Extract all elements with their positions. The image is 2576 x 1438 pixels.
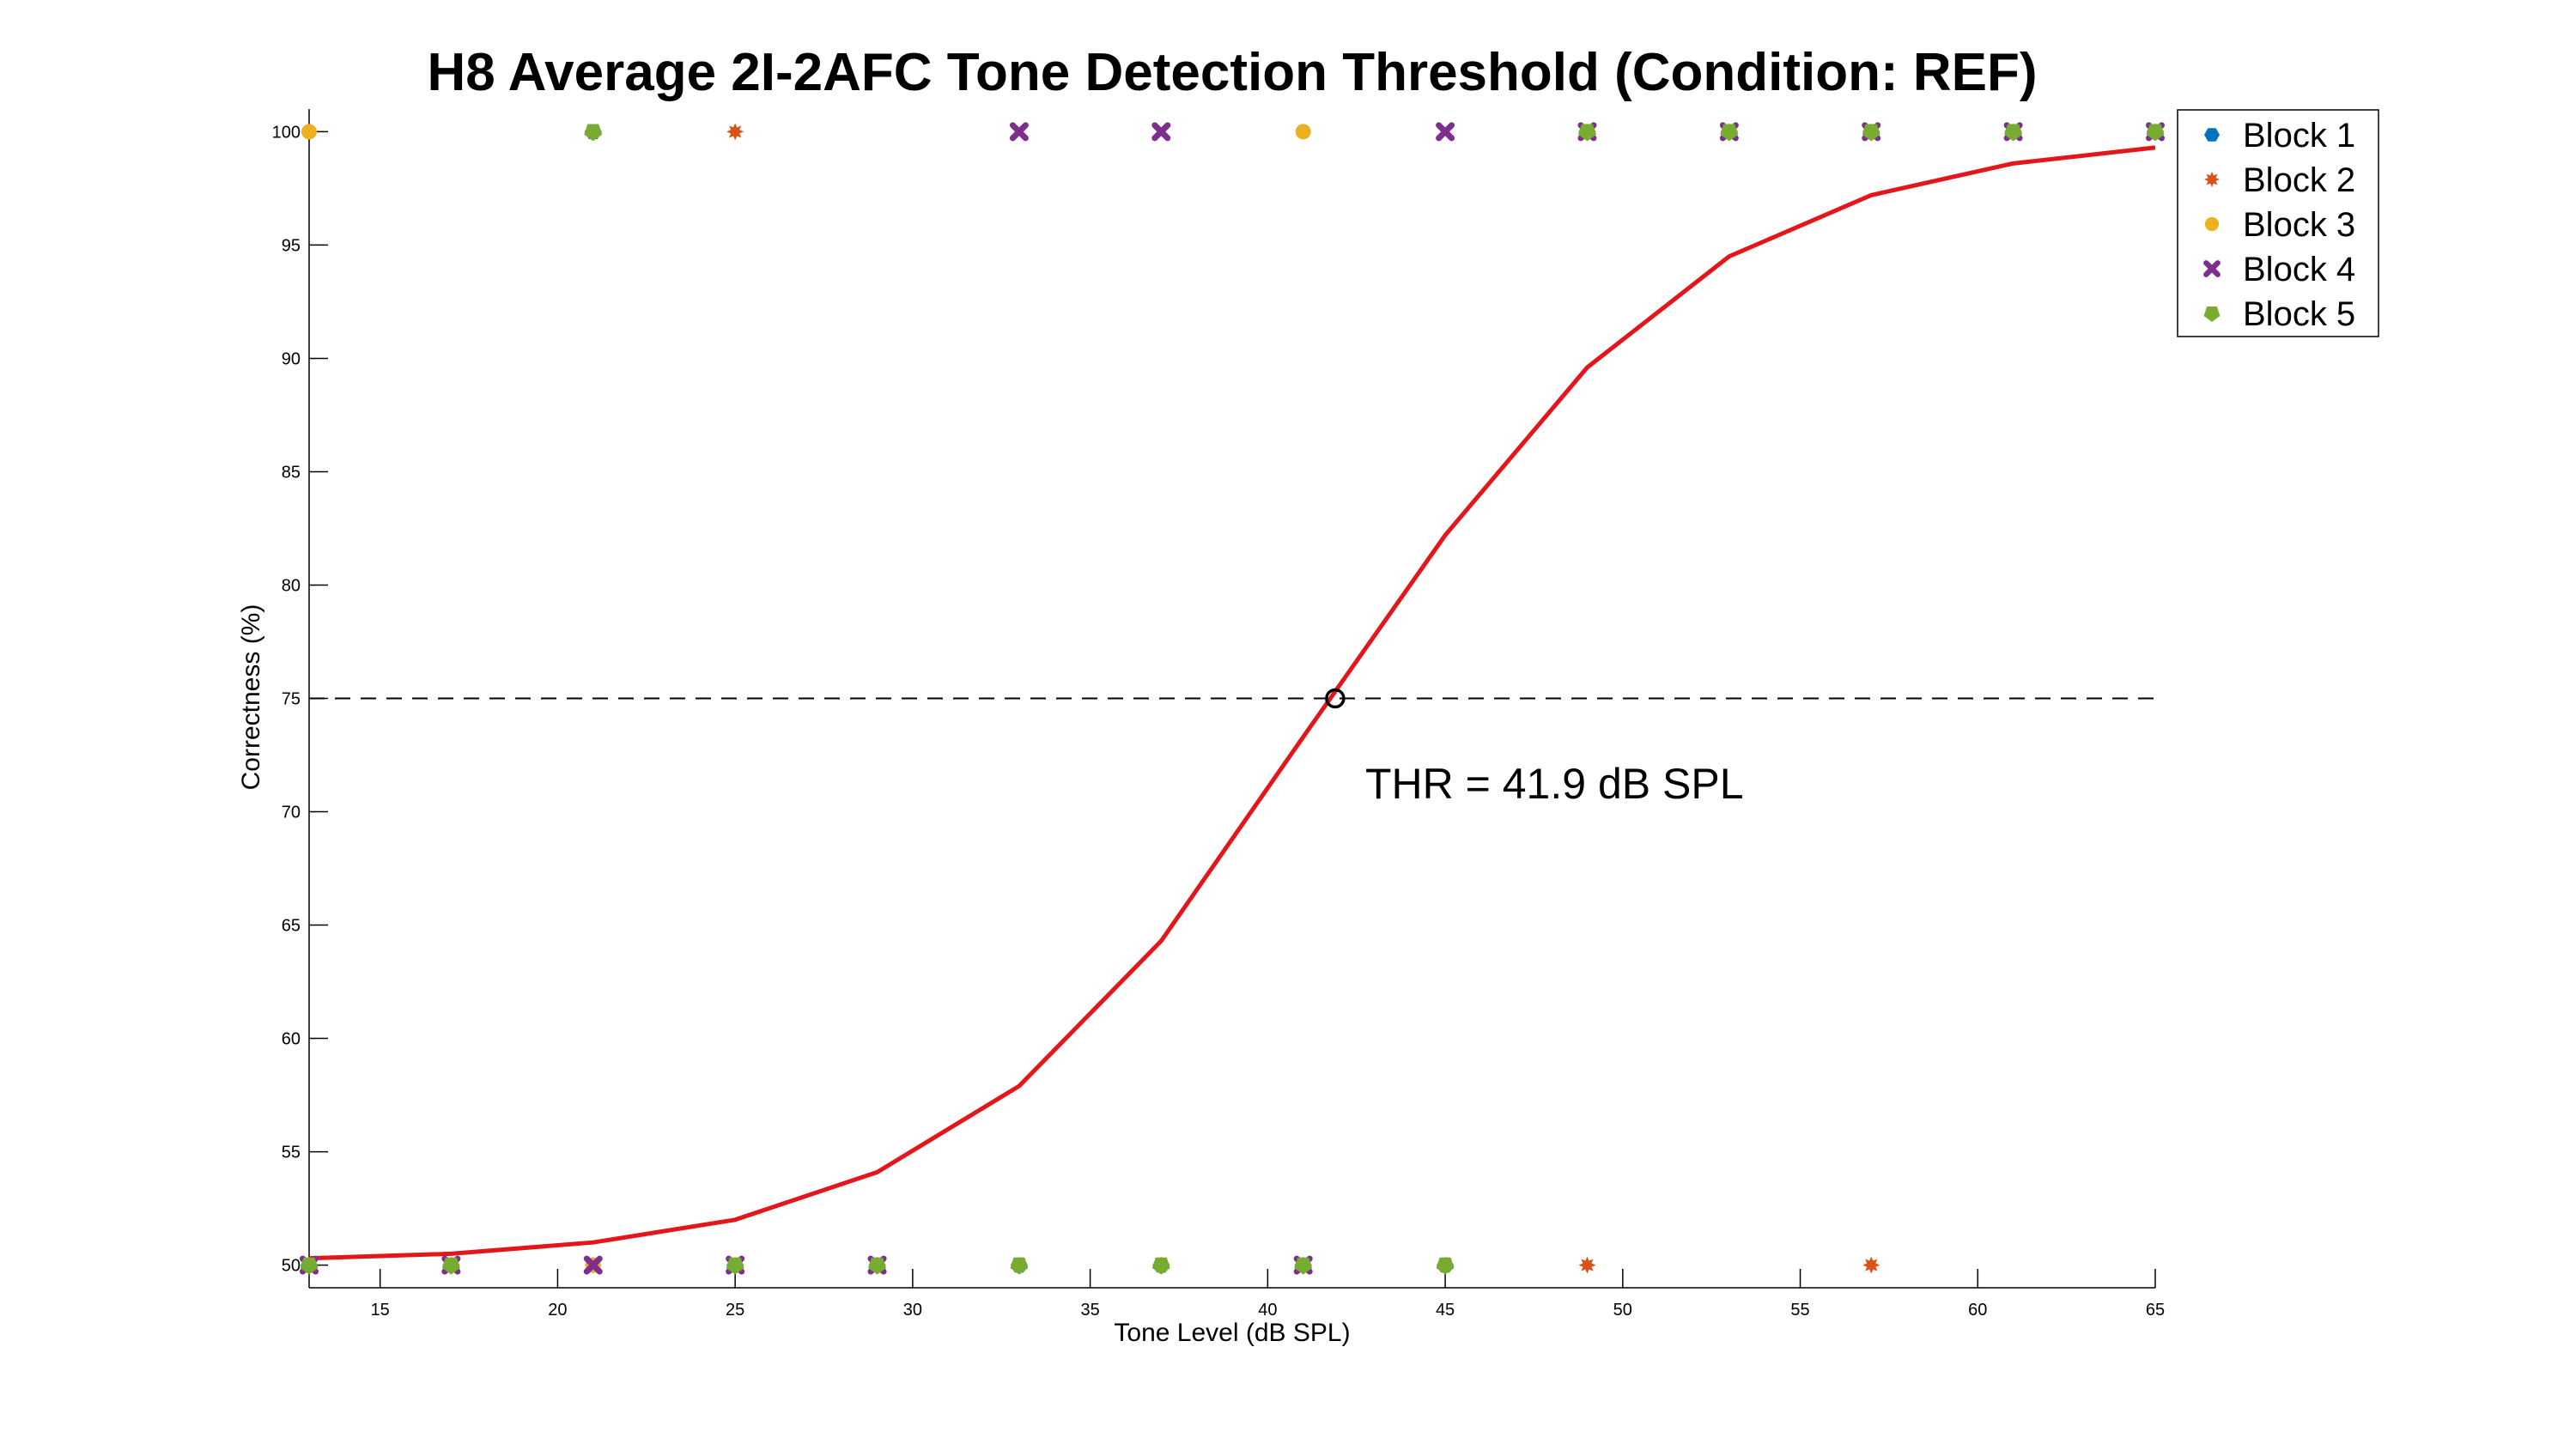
legend-marker — [2204, 128, 2220, 142]
x-tick-label: 60 — [1968, 1301, 1987, 1320]
data-point — [726, 1257, 744, 1275]
x-tick-label: 25 — [726, 1301, 744, 1320]
x-tick-label: 65 — [2146, 1301, 2165, 1320]
legend: Block 1 Block 2 Block 3 Block 4 Block 5 — [2177, 109, 2379, 337]
x-axis-label: Tone Level (dB SPL) — [1114, 1319, 1350, 1347]
plot-area: 15 20 25 30 35 40 45 50 55 60 65 50 55 60 65 70 75 80 85 90… — [272, 109, 2165, 1320]
y-tick-label: 90 — [282, 349, 301, 368]
chart-title: H8 Average 2I-2AFC Tone Detection Thresh… — [427, 43, 2037, 102]
y-tick-label: 70 — [282, 804, 301, 822]
data-point — [726, 123, 744, 141]
legend-label: Block 1 — [2243, 117, 2355, 155]
data-point — [583, 1255, 603, 1275]
x-tick-label: 30 — [903, 1301, 922, 1320]
y-tick-label: 65 — [282, 917, 301, 936]
y-axis-label: Correctness (%) — [237, 604, 265, 791]
data-point — [301, 124, 317, 140]
y-tick-label: 80 — [282, 576, 301, 595]
data-point — [1720, 124, 1739, 142]
y-tick-label: 85 — [282, 463, 301, 482]
data-point — [1436, 1257, 1455, 1275]
legend-marker — [2203, 306, 2221, 322]
legend-label: Block 2 — [2243, 161, 2355, 199]
legend-label: Block 3 — [2243, 206, 2355, 244]
x-tick-label: 55 — [1790, 1301, 1809, 1320]
series-block-5 — [300, 124, 2165, 1275]
x-tick-label: 45 — [1436, 1301, 1455, 1320]
legend-marker — [2204, 216, 2220, 232]
legend-label: Block 4 — [2243, 251, 2355, 288]
y-tick-label: 55 — [282, 1144, 301, 1162]
x-tick-label: 20 — [548, 1301, 567, 1320]
y-tick-label: 100 — [272, 123, 301, 142]
x-tick-label: 35 — [1080, 1301, 1099, 1320]
y-tick-label: 60 — [282, 1030, 301, 1049]
y-tick-label: 50 — [282, 1257, 301, 1276]
x-tick-label: 50 — [1613, 1301, 1632, 1320]
legend-marker — [2203, 260, 2221, 277]
y-tick-label: 75 — [282, 690, 301, 709]
data-point — [868, 1257, 887, 1275]
y-tick-label: 95 — [282, 236, 301, 255]
data-point — [1436, 122, 1455, 142]
threshold-marker — [1325, 688, 1346, 709]
x-tick-label: 15 — [371, 1301, 390, 1320]
data-point — [2146, 124, 2165, 142]
legend-marker — [2204, 172, 2220, 187]
data-point — [1009, 122, 1029, 142]
data-point — [1294, 1257, 1313, 1275]
data-point — [584, 124, 603, 142]
data-point — [1010, 1257, 1029, 1275]
legend-label: Block 5 — [2243, 295, 2355, 333]
data-point — [1862, 124, 1880, 142]
fit-curve-line — [308, 145, 2156, 1261]
data-point — [1577, 124, 1596, 142]
data-point — [441, 1257, 460, 1275]
x-tick-label: 40 — [1258, 1301, 1277, 1320]
data-point — [1862, 1256, 1880, 1274]
data-point — [2004, 124, 2023, 142]
data-point — [1295, 124, 1311, 140]
threshold-annotation: THR = 41.9 dB SPL — [1365, 760, 1744, 808]
data-point — [1151, 122, 1171, 142]
data-point — [1151, 1257, 1170, 1275]
data-point — [300, 1257, 319, 1275]
data-point — [1578, 1256, 1596, 1274]
